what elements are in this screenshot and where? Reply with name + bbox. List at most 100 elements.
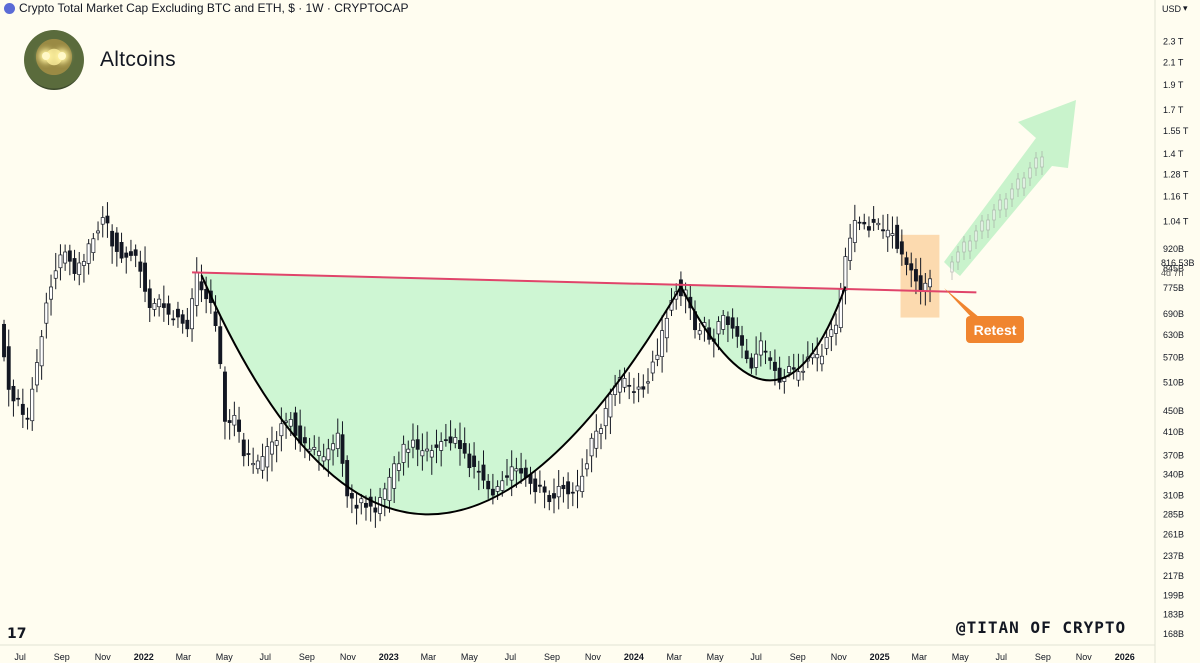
y-tick-label: 237B: [1163, 551, 1184, 561]
candle-body: [81, 261, 86, 266]
candle-body: [749, 357, 754, 369]
candle-body: [157, 298, 162, 308]
candle-body: [284, 420, 289, 423]
candle-body: [190, 298, 195, 330]
candle-body: [20, 403, 25, 415]
candle-body: [2, 323, 6, 358]
candle-body: [857, 221, 862, 224]
candle-body: [359, 498, 364, 504]
x-tick-label: Sep: [1035, 652, 1051, 662]
y-tick-label: 310B: [1163, 490, 1184, 500]
candle-body: [768, 357, 773, 361]
y-tick-label: 775B: [1163, 283, 1184, 293]
x-tick-label: Sep: [299, 652, 315, 662]
candle-body: [500, 480, 505, 491]
x-tick-label: May: [216, 652, 234, 662]
candle-body: [72, 258, 77, 274]
projected-candle-body: [980, 220, 984, 232]
y-tick-label: 285B: [1163, 509, 1184, 519]
candle-body: [777, 367, 782, 383]
y-tick-label: 450B: [1163, 406, 1184, 416]
candle-body: [542, 486, 547, 493]
y-tick-label: 2.1 T: [1163, 57, 1184, 67]
candle-body: [599, 428, 603, 434]
cup-curve: [200, 274, 682, 516]
watermark: @TITAN OF CRYPTO: [956, 618, 1127, 637]
y-tick-label: 1.9 T: [1163, 80, 1184, 90]
candle-body: [801, 370, 806, 373]
candle-body: [166, 303, 171, 315]
candle-body: [561, 484, 566, 490]
candle-body: [848, 237, 853, 261]
y-tick-label: 630B: [1163, 330, 1184, 340]
y-tick-label: 261B: [1163, 529, 1184, 539]
candle-body: [505, 475, 509, 478]
candle-body: [514, 468, 519, 472]
candle-body: [913, 269, 918, 282]
candle-body: [744, 350, 749, 359]
candle-body: [725, 316, 730, 325]
candle-body: [260, 456, 265, 471]
candle-body: [462, 443, 467, 454]
candle-body: [824, 336, 829, 349]
candle-body: [161, 303, 166, 308]
candle-body: [392, 463, 397, 489]
candle-body: [133, 249, 138, 256]
y-tick-label: 217B: [1163, 571, 1184, 581]
candle-body: [39, 336, 44, 367]
candle-body: [664, 317, 669, 339]
x-tick-label: May: [461, 652, 479, 662]
candle-body: [317, 450, 321, 456]
y-tick-label: 183B: [1163, 610, 1184, 620]
candle-body: [425, 448, 430, 452]
currency-selector[interactable]: USD ▾: [1162, 3, 1188, 14]
candle-body: [143, 262, 147, 292]
candle-body: [472, 455, 477, 467]
y-tick-label: 1.28 T: [1163, 169, 1189, 179]
last-price-label: 816.53B: [1161, 258, 1195, 268]
candle-body: [401, 443, 406, 463]
x-tick-label: 2022: [134, 652, 154, 662]
x-tick-label: Nov: [95, 652, 112, 662]
brand-name: Altcoins: [100, 48, 176, 71]
x-tick-label: Nov: [585, 652, 602, 662]
x-tick-label: Jul: [750, 652, 762, 662]
candle-body: [490, 488, 495, 496]
candle-body: [575, 485, 580, 492]
candle-body: [86, 243, 91, 264]
candle-body: [735, 326, 740, 337]
x-tick-label: Mar: [176, 652, 192, 662]
candle-body: [331, 443, 336, 451]
candle-body: [227, 420, 232, 423]
candle-body: [641, 386, 646, 390]
candle-body: [552, 493, 556, 499]
cup-fill-area: [201, 272, 681, 515]
y-tick-label: 510B: [1163, 378, 1184, 388]
candle-body: [631, 391, 636, 393]
candle-body: [411, 439, 415, 448]
y-tick-label: 1.4 T: [1163, 149, 1184, 159]
candle-body: [30, 388, 35, 422]
candle-body: [387, 476, 392, 502]
handle-curve: [680, 286, 847, 382]
y-tick-label: 199B: [1163, 591, 1184, 601]
projected-candle-body: [1016, 178, 1020, 190]
x-tick-label: 2026: [1115, 652, 1135, 662]
projected-candle-body: [1034, 157, 1038, 169]
y-tick-label: 570B: [1163, 352, 1184, 362]
candle-body: [63, 251, 68, 264]
candle-body: [241, 439, 246, 457]
x-tick-label: May: [707, 652, 725, 662]
y-tick-label: 1.04 T: [1163, 216, 1189, 226]
candle-body: [340, 434, 345, 464]
candle-body: [396, 463, 401, 471]
retest-label: Retest: [966, 316, 1024, 343]
candle-body: [194, 271, 199, 306]
candle-body: [204, 289, 209, 300]
projected-candle-body: [968, 240, 972, 252]
candle-body: [866, 226, 871, 231]
projected-candle-body: [1004, 198, 1008, 210]
y-tick-label: 1.7 T: [1163, 105, 1184, 115]
x-tick-label: Nov: [1076, 652, 1093, 662]
candle-body: [415, 439, 420, 450]
